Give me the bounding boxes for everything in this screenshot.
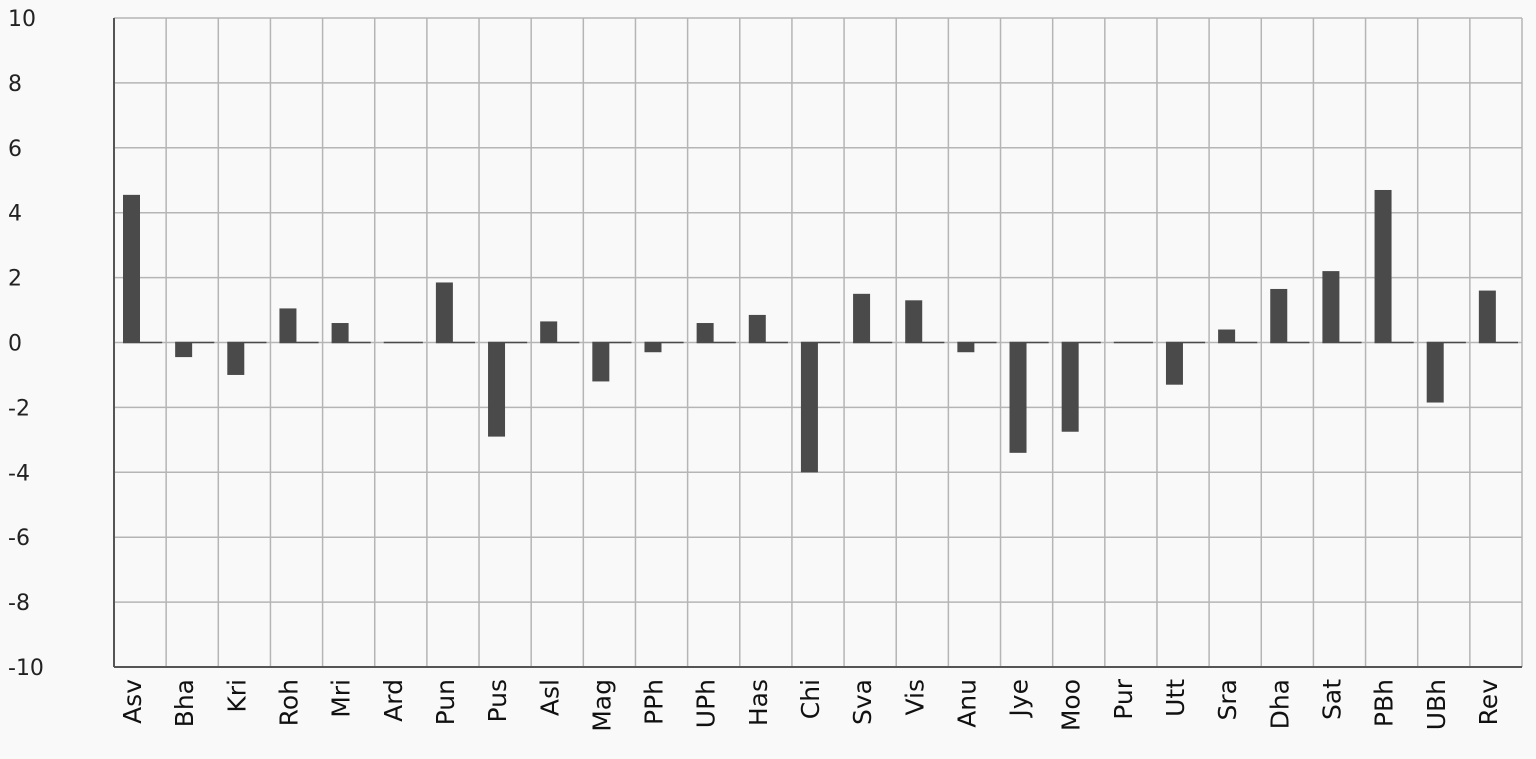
y-tick-label: 8 <box>8 72 22 97</box>
y-tick-label: -2 <box>8 396 30 421</box>
bar-vis <box>905 300 923 343</box>
x-tick-label: Mri <box>327 679 356 718</box>
bar-moo <box>1061 342 1079 432</box>
bar-anu <box>957 342 975 353</box>
y-tick-label: -8 <box>8 591 30 616</box>
x-tick-label: Mag <box>587 679 616 732</box>
bar-bha <box>175 342 193 358</box>
bar-roh <box>279 308 297 343</box>
x-tick-labels: Asv Bha Kri Roh Mri Ard Pun Pus Asl Mag PPh UPh Has C… <box>118 678 1503 731</box>
axes <box>113 18 1522 668</box>
x-tick-label: Moo <box>1057 679 1086 731</box>
x-tick-label: Kri <box>222 679 251 713</box>
bars <box>123 189 1518 473</box>
x-tick-label: Vis <box>900 679 929 716</box>
bar-pus <box>488 342 506 437</box>
bar-dha <box>1270 288 1288 343</box>
bar-uph <box>696 323 714 343</box>
bar-pun <box>435 282 453 343</box>
x-tick-label: Pun <box>431 679 460 725</box>
x-tick-label: Asv <box>118 679 147 724</box>
x-tick-label: PPh <box>640 679 669 725</box>
bar-chi <box>800 342 818 473</box>
y-tick-label: 6 <box>8 137 22 162</box>
x-tick-label: Sat <box>1317 679 1346 720</box>
y-tick-label: -10 <box>8 656 44 681</box>
x-tick-label: Asl <box>535 679 564 716</box>
bar-rev <box>1478 290 1496 343</box>
bar-mri <box>331 323 349 343</box>
y-tick-label: 4 <box>8 202 22 227</box>
x-tick-label: Has <box>744 679 773 726</box>
y-tick-label: 0 <box>8 332 22 357</box>
y-tick-labels: 10 8 6 4 2 0 -2 -4 -6 -8 -10 <box>8 7 44 681</box>
x-tick-label: Ard <box>379 679 408 722</box>
x-tick-label: UPh <box>692 679 721 728</box>
x-tick-label: Sva <box>848 679 877 725</box>
x-tick-label: Pur <box>1109 678 1138 719</box>
bar-utt <box>1165 342 1183 385</box>
bar-sra <box>1218 329 1236 343</box>
x-tick-label: Chi <box>796 679 825 719</box>
bar-pph <box>644 342 662 353</box>
bar-jye <box>1009 342 1027 453</box>
x-tick-label: Jye <box>1005 679 1034 719</box>
bar-kri <box>227 342 245 375</box>
y-tick-label: -6 <box>8 526 30 551</box>
x-tick-label: Bha <box>170 679 199 727</box>
bar-asl <box>540 321 558 343</box>
x-tick-label: PBh <box>1370 679 1399 727</box>
x-tick-label: Rev <box>1474 679 1503 726</box>
x-tick-label: Dha <box>1265 679 1294 729</box>
bar-mag <box>592 342 610 382</box>
bar-pbh <box>1374 189 1392 343</box>
y-tick-label: 10 <box>8 7 36 32</box>
bar-has <box>748 314 766 343</box>
x-tick-label: Utt <box>1161 679 1190 717</box>
bar-sva <box>853 293 871 343</box>
bar-asv <box>123 194 140 343</box>
y-tick-label: -4 <box>8 461 30 486</box>
x-tick-label: Roh <box>275 679 304 726</box>
bar-sat <box>1322 271 1340 343</box>
x-tick-label: Anu <box>952 679 981 728</box>
x-tick-label: Pus <box>483 679 512 723</box>
x-tick-label: Sra <box>1213 679 1242 720</box>
y-tick-label: 2 <box>8 267 22 292</box>
bar-ubh <box>1426 342 1444 403</box>
x-tick-label: UBh <box>1422 679 1451 730</box>
